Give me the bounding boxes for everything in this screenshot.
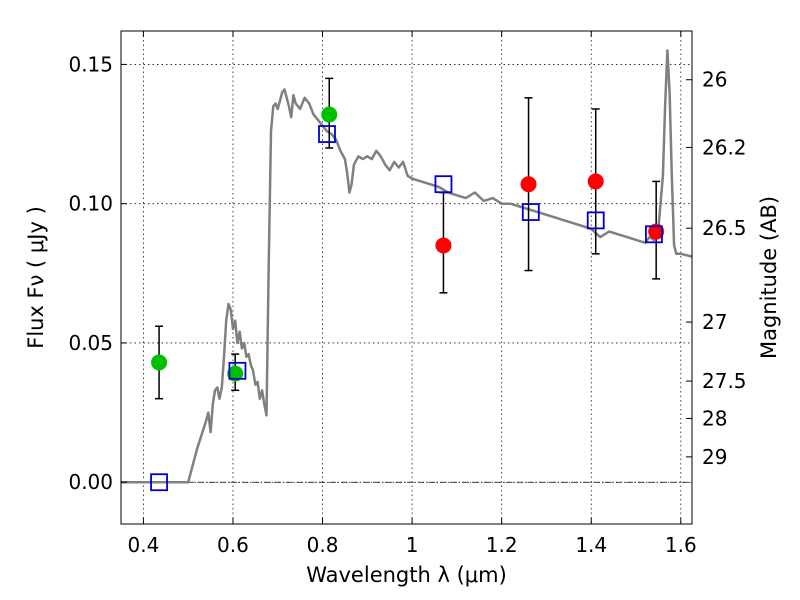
y2-tick-label: 26: [702, 68, 727, 92]
axis-ticks: 0.4 0.6 0.8 1 1.2 1.4 1.6 0.00 0.05 0.10 0.15 26 26.…: [68, 31, 747, 557]
model-photometry-square: [521, 203, 540, 221]
green-data-point: [227, 365, 244, 382]
plot-frame: [120, 30, 693, 525]
y2-tick-label: 29: [702, 445, 727, 469]
red-data-point: [435, 237, 452, 254]
green-data-point: [321, 106, 338, 123]
x-tick-label: 1.2: [486, 533, 518, 557]
x-tick-label: 0.4: [127, 533, 159, 557]
y2-axis-label: Magnitude (AB): [757, 196, 781, 359]
x-tick-label: 1.4: [575, 533, 607, 557]
x-axis-label: Wavelength λ (μm): [306, 563, 507, 587]
y-tick-label: 0.05: [68, 331, 113, 355]
y2-tick-label: 28: [702, 406, 727, 430]
model-photometry-square: [318, 125, 336, 143]
model-photometry-square: [150, 473, 168, 492]
y2-tick-label: 27.5: [702, 369, 747, 393]
model-photometry-square: [586, 211, 605, 230]
model-photometry-square: [228, 361, 247, 380]
x-tick-label: 0.6: [217, 533, 249, 557]
x-tick-label: 1.6: [665, 533, 697, 557]
green-data-point: [151, 354, 168, 371]
error-bars: [155, 77, 661, 400]
y-tick-label: 0.00: [68, 470, 113, 494]
data-markers: [150, 106, 665, 492]
y2-tick-label: 27: [702, 310, 727, 334]
model-photometry-square: [434, 175, 453, 194]
red-data-point: [648, 223, 665, 240]
red-data-point: [587, 173, 604, 190]
red-data-point: [520, 176, 537, 193]
x-tick-label: 0.8: [307, 533, 339, 557]
model-photometry-square: [645, 225, 663, 244]
grid-lines: [121, 31, 692, 524]
y-tick-label: 0.15: [68, 52, 113, 76]
x-tick-label: 1: [406, 533, 419, 557]
y-axis-label: Flux Fν ( μJy ): [24, 206, 48, 349]
y-tick-label: 0.10: [68, 192, 113, 216]
y2-tick-label: 26.2: [702, 135, 747, 159]
y2-tick-label: 26.5: [702, 216, 747, 240]
model-spectrum-line: [121, 49, 693, 484]
